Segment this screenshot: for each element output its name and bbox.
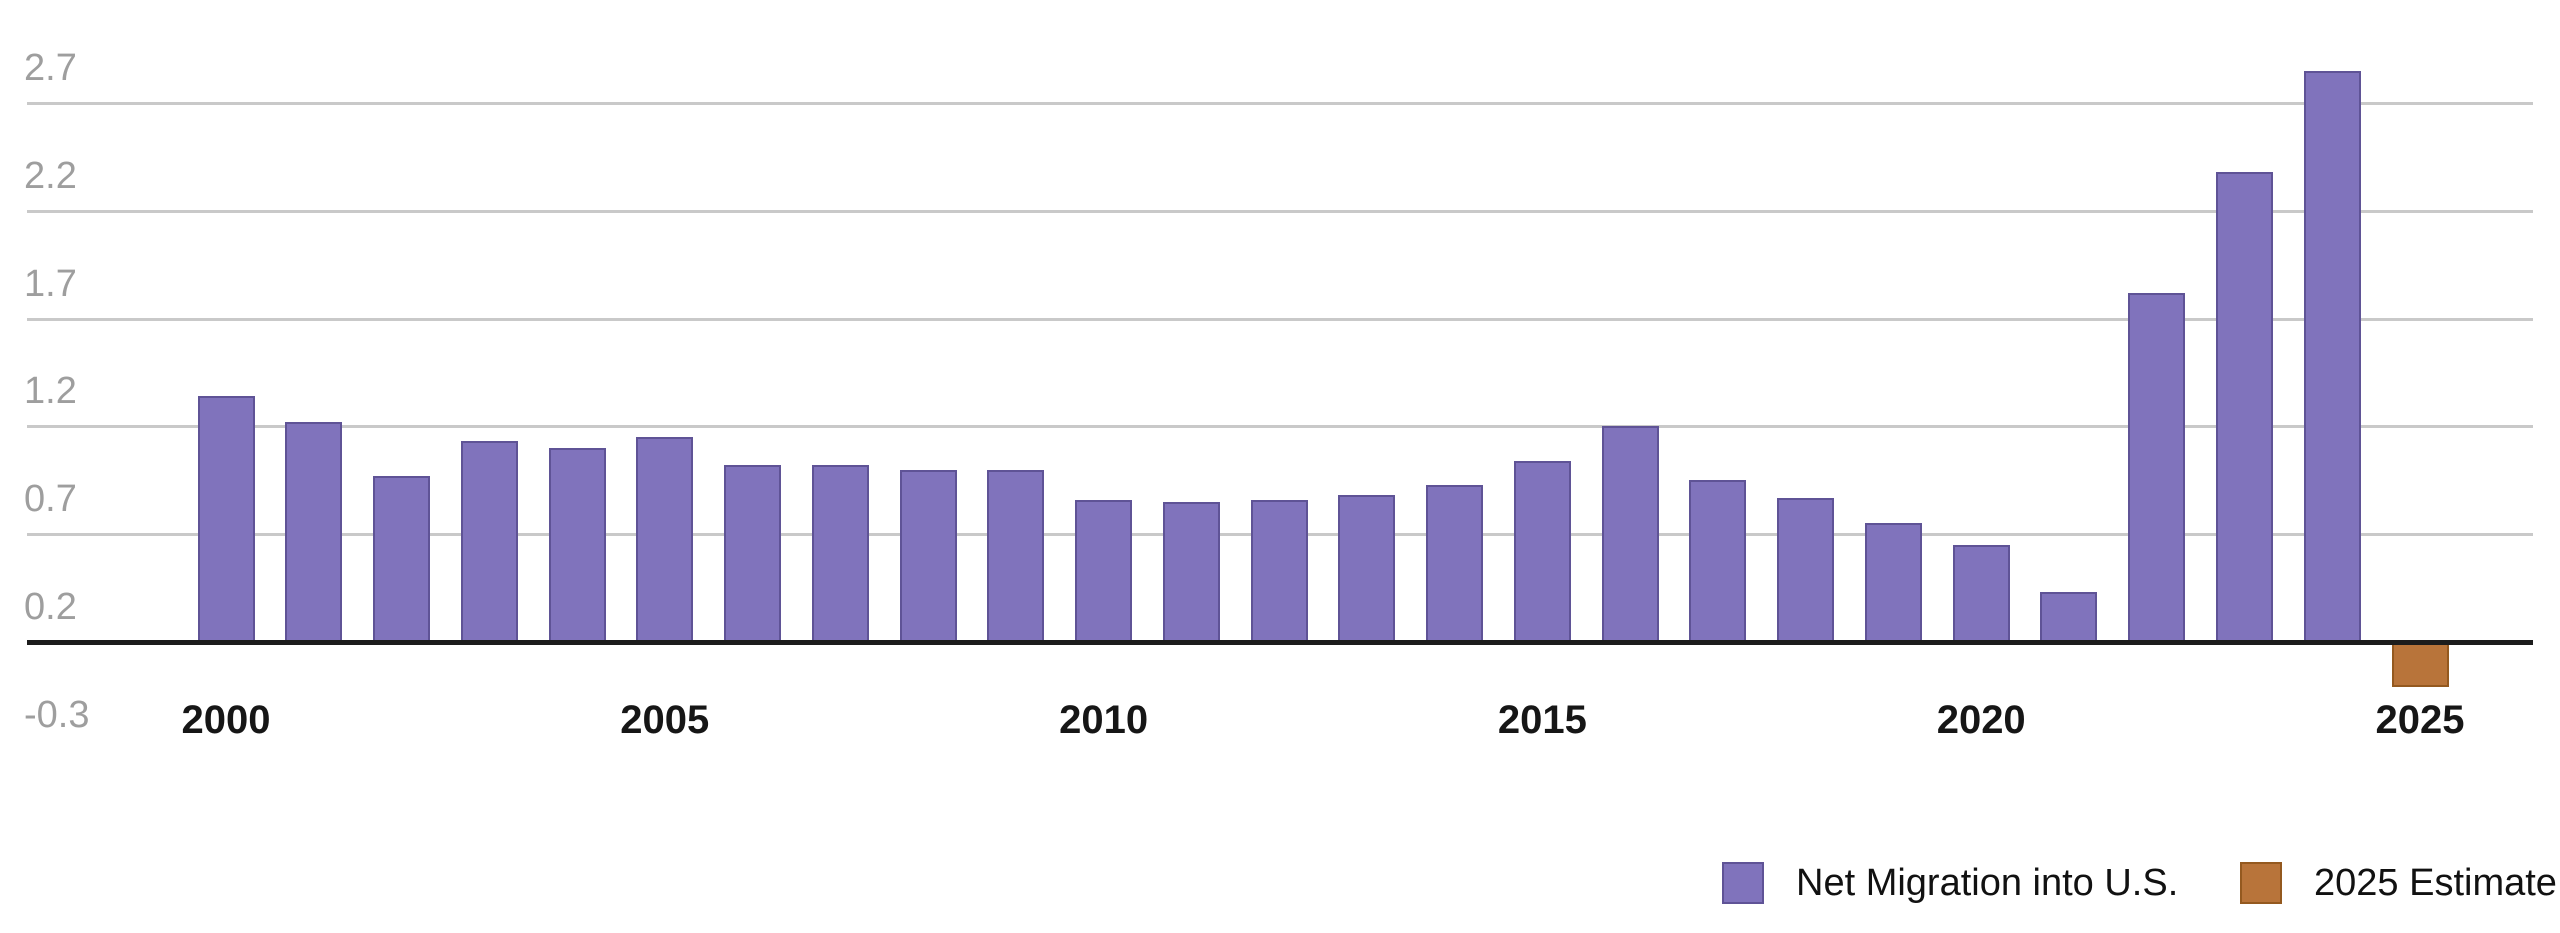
bar-2002 bbox=[373, 475, 431, 644]
bar-2001 bbox=[285, 422, 343, 644]
bar-2013 bbox=[1338, 495, 1396, 644]
x-axis-label: 2010 bbox=[1059, 698, 1149, 742]
x-axis-label: 2020 bbox=[1936, 698, 2026, 742]
gridline bbox=[27, 317, 2533, 321]
gridline bbox=[27, 209, 2533, 213]
bar-2005 bbox=[636, 437, 694, 644]
bar-2024 bbox=[2303, 70, 2361, 644]
legend-label-net-migration: Net Migration into U.S. bbox=[1796, 862, 2179, 904]
bar-2009 bbox=[987, 469, 1045, 644]
x-axis-label: 2025 bbox=[2375, 698, 2465, 742]
bar-2022 bbox=[2128, 292, 2186, 644]
legend-label-2025-estimate: 2025 Estimate bbox=[2314, 862, 2557, 904]
bar-2011 bbox=[1162, 501, 1220, 644]
bar-2019 bbox=[1864, 523, 1922, 644]
bar-2004 bbox=[548, 447, 606, 644]
legend-swatch-2025-estimate bbox=[2240, 862, 2282, 904]
bar-2021 bbox=[2040, 592, 2098, 644]
gridline bbox=[27, 425, 2533, 429]
legend-swatch-net-migration bbox=[1722, 862, 1764, 904]
y-axis-label: -0.3 bbox=[24, 693, 90, 736]
y-axis-label: 2.7 bbox=[24, 47, 77, 89]
bar-2003 bbox=[460, 441, 518, 644]
bar-2014 bbox=[1426, 484, 1484, 644]
bar-2018 bbox=[1777, 497, 1835, 644]
bar-2016 bbox=[1601, 426, 1659, 644]
y-axis-label: 1.2 bbox=[24, 370, 77, 413]
x-axis-label: 2000 bbox=[181, 698, 271, 742]
y-axis-label: 0.7 bbox=[24, 478, 77, 521]
x-axis-label: 2015 bbox=[1497, 698, 1587, 742]
bar-2017 bbox=[1689, 480, 1747, 644]
y-axis-label: 0.2 bbox=[24, 586, 77, 628]
bar-2012 bbox=[1250, 499, 1308, 644]
y-axis-label: 1.7 bbox=[24, 262, 77, 305]
x-axis-label: 2005 bbox=[620, 698, 710, 742]
bar-2007 bbox=[811, 465, 869, 644]
bar-2006 bbox=[724, 465, 782, 644]
x-axis-baseline bbox=[27, 640, 2533, 645]
bar-2023 bbox=[2215, 171, 2273, 644]
bar-2015 bbox=[1513, 460, 1571, 644]
bar-2010 bbox=[1075, 499, 1133, 644]
bar-2025 bbox=[2391, 642, 2449, 688]
y-axis-label: 2.2 bbox=[24, 154, 77, 197]
gridline bbox=[27, 102, 2533, 105]
bar-2020 bbox=[1952, 544, 2010, 644]
bar-2000 bbox=[197, 396, 255, 644]
bar-2008 bbox=[899, 469, 957, 644]
legend-item-2025-estimate: 2025 Estimate bbox=[2240, 862, 2557, 904]
legend-item-net-migration: Net Migration into U.S. bbox=[1722, 862, 2178, 904]
